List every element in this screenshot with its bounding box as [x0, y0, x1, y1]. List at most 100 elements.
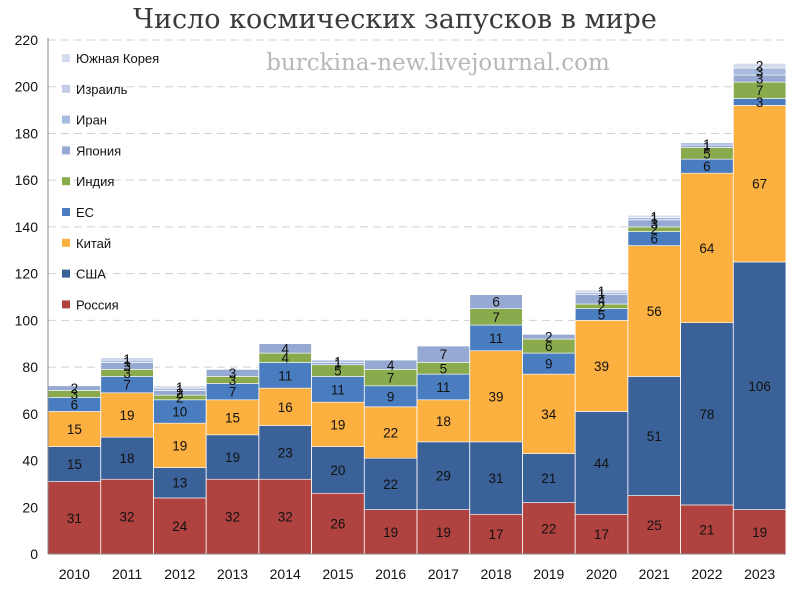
x-tick-label: 2018 — [480, 566, 511, 582]
x-tick-label: 2016 — [375, 566, 406, 582]
y-tick-label: 100 — [15, 312, 39, 328]
bar-segment — [100, 478, 154, 555]
value-label: 4 — [598, 292, 606, 307]
value-label: 5 — [440, 361, 448, 376]
value-label: 2 — [176, 386, 184, 401]
value-label: 21 — [541, 471, 556, 486]
value-label: 78 — [699, 407, 714, 422]
value-label: 17 — [594, 527, 609, 542]
bar-segment — [47, 446, 101, 482]
legend-swatch — [62, 84, 70, 93]
value-label: 1 — [703, 139, 711, 154]
value-label: 9 — [387, 389, 395, 404]
value-label: 51 — [647, 429, 662, 444]
value-label: 32 — [225, 510, 240, 525]
value-label: 3 — [756, 65, 764, 80]
x-tick-label: 2015 — [322, 566, 353, 582]
x-tick-label: 2017 — [428, 566, 459, 582]
value-label: 7 — [756, 83, 764, 98]
value-label: 3 — [756, 72, 764, 87]
bar-segment — [733, 105, 787, 263]
x-tick-label: 2010 — [59, 566, 90, 582]
x-tick-label: 2019 — [533, 566, 564, 582]
value-label: 19 — [752, 525, 767, 540]
value-label: 29 — [436, 469, 451, 484]
value-label: 7 — [387, 371, 395, 386]
value-label: 18 — [436, 414, 451, 429]
value-label: 7 — [440, 347, 448, 362]
legend-label: Израиль — [76, 82, 128, 97]
value-label: 5 — [334, 364, 342, 379]
value-label: 11 — [278, 368, 292, 383]
legend-swatch — [62, 54, 70, 62]
y-tick-label: 60 — [22, 406, 38, 422]
value-label: 3 — [229, 373, 237, 388]
value-label: 3 — [123, 366, 131, 381]
value-label: 7 — [229, 385, 237, 400]
value-label: 17 — [489, 527, 504, 542]
value-label: 11 — [436, 380, 450, 395]
value-label: 34 — [541, 407, 557, 422]
value-label: 20 — [330, 463, 345, 478]
value-label: 15 — [67, 457, 82, 472]
value-label: 4 — [387, 358, 395, 373]
y-tick-label: 20 — [22, 499, 38, 515]
value-label: 22 — [383, 477, 398, 492]
legend-swatch — [62, 146, 70, 155]
value-label: 16 — [278, 400, 293, 415]
value-label: 11 — [331, 382, 345, 397]
x-tick-label: 2021 — [639, 566, 670, 582]
value-label: 6 — [545, 339, 553, 354]
x-tick-label: 2023 — [744, 566, 775, 582]
bar-segment — [47, 481, 101, 555]
watermark: burckina-new.livejournal.com — [266, 50, 610, 76]
legend-label: Япония — [76, 143, 121, 158]
value-label: 31 — [67, 511, 82, 526]
value-label: 22 — [383, 426, 398, 441]
value-label: 3 — [229, 366, 237, 381]
legend-swatch — [62, 115, 70, 124]
legend: Южная Корея Израиль Иран Япония Индия ЕС Китай… — [62, 51, 159, 312]
value-label: 2 — [545, 330, 553, 345]
value-label: 39 — [489, 389, 504, 404]
legend-swatch — [62, 208, 70, 216]
legend-label: Индия — [76, 174, 114, 189]
x-tick-label: 2013 — [217, 566, 248, 582]
value-label: 106 — [748, 379, 771, 394]
value-label: 19 — [330, 417, 345, 432]
bar-segment — [469, 350, 523, 443]
bar-segment — [627, 245, 681, 377]
legend-swatch — [62, 177, 70, 186]
chart-title: Число космических запусков в мире — [133, 4, 657, 35]
y-tick-label: 140 — [15, 219, 39, 235]
value-label: 24 — [172, 519, 188, 534]
value-label: 26 — [330, 517, 345, 532]
legend-label: Китай — [76, 236, 111, 251]
value-label: 1 — [650, 209, 658, 224]
x-tick-label: 2022 — [691, 566, 722, 582]
bar-segment — [733, 509, 787, 555]
value-label: 2 — [71, 381, 79, 396]
bar-segment — [469, 441, 523, 515]
y-tick-label: 220 — [15, 32, 39, 48]
bar-segment — [469, 294, 523, 309]
value-label: 44 — [594, 456, 610, 471]
value-label: 32 — [278, 510, 293, 525]
value-label: 23 — [278, 445, 293, 460]
bar-segment — [364, 406, 418, 459]
bar-segment — [574, 411, 629, 515]
value-label: 67 — [752, 177, 767, 192]
y-tick-label: 40 — [22, 453, 38, 469]
value-label: 13 — [172, 476, 187, 491]
value-label: 6 — [71, 397, 79, 412]
bar-segment — [680, 322, 734, 506]
value-label: 15 — [225, 410, 240, 425]
bar-segment — [733, 63, 787, 69]
value-label: 7 — [492, 310, 500, 325]
value-label: 4 — [281, 351, 289, 366]
y-tick-label: 80 — [22, 359, 38, 375]
x-tick-label: 2011 — [112, 566, 142, 582]
legend-label: Иран — [76, 113, 107, 128]
value-label: 19 — [172, 438, 187, 453]
